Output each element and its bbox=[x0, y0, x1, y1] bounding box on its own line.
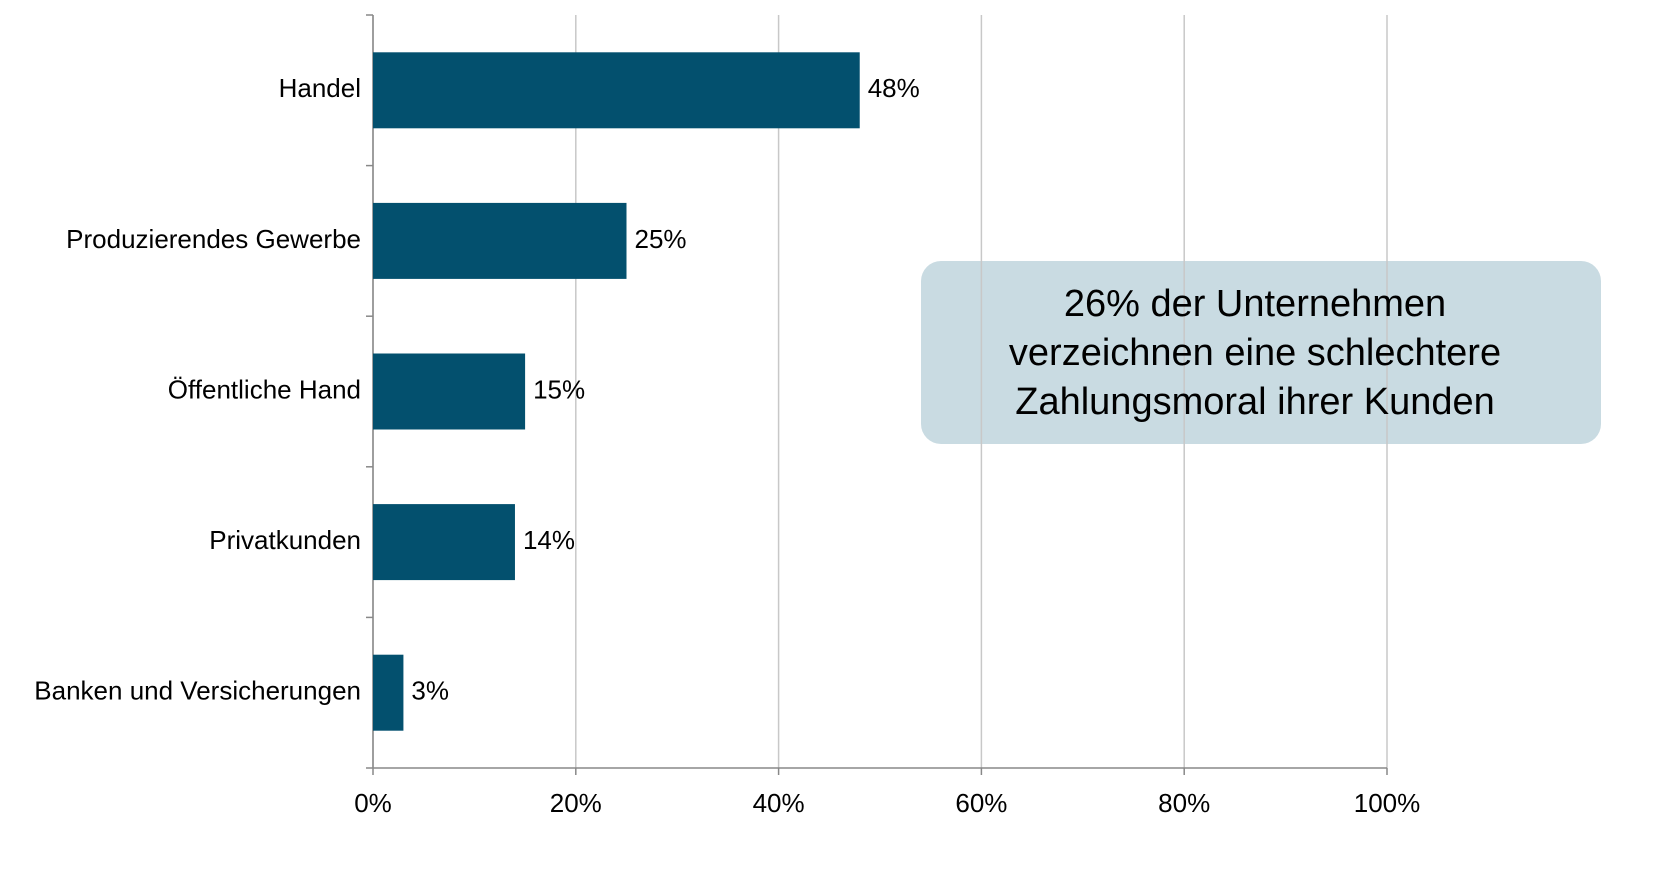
y-tick-label: Produzierendes Gewerbe bbox=[66, 224, 361, 254]
bar bbox=[373, 202, 627, 279]
annotation-text: 26% der Unternehmen bbox=[1064, 283, 1446, 325]
data-label: 15% bbox=[533, 374, 585, 404]
bar bbox=[373, 353, 526, 430]
x-tick-label: 20% bbox=[550, 788, 602, 818]
bar bbox=[373, 52, 860, 129]
bar bbox=[373, 654, 404, 731]
bar bbox=[373, 504, 515, 581]
x-tick-label: 100% bbox=[1354, 788, 1421, 818]
y-tick-label: Banken und Versicherungen bbox=[34, 676, 361, 706]
data-label: 48% bbox=[868, 73, 920, 103]
x-tick-label: 0% bbox=[354, 788, 392, 818]
data-label: 3% bbox=[411, 676, 449, 706]
data-label: 25% bbox=[635, 224, 687, 254]
data-label: 14% bbox=[523, 525, 575, 555]
y-tick-label: Privatkunden bbox=[209, 525, 361, 555]
y-tick-label: Handel bbox=[279, 73, 361, 103]
annotation-box bbox=[921, 261, 1601, 444]
x-tick-label: 40% bbox=[753, 788, 805, 818]
annotation-text: Zahlungsmoral ihrer Kunden bbox=[1015, 381, 1495, 423]
x-tick-label: 80% bbox=[1158, 788, 1210, 818]
x-tick-label: 60% bbox=[955, 788, 1007, 818]
annotation-text: verzeichnen eine schlechtere bbox=[1009, 332, 1501, 374]
y-tick-label: Öffentliche Hand bbox=[168, 374, 361, 404]
